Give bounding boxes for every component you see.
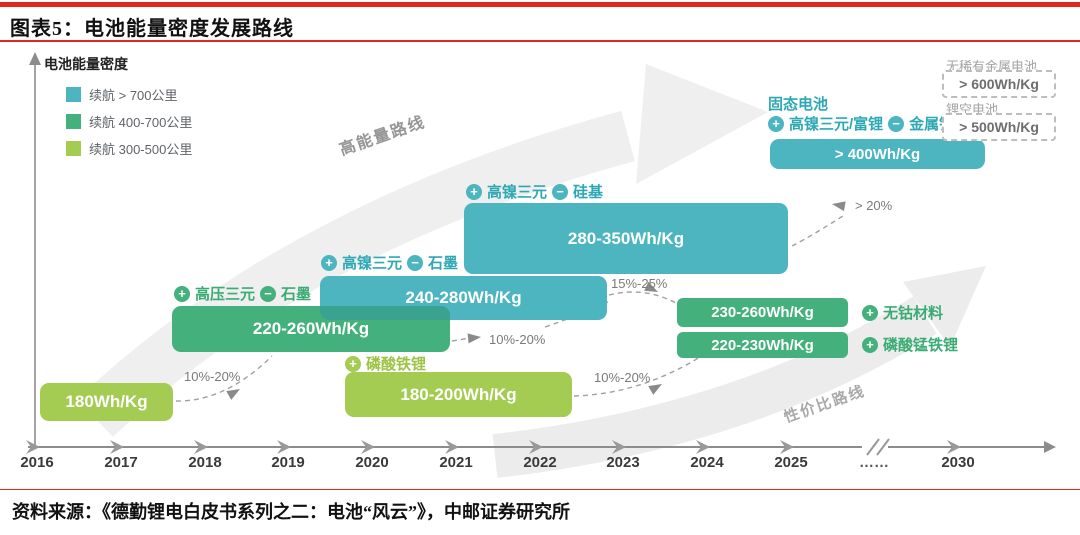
cathode-label: 无钴材料 — [883, 305, 944, 322]
tick-2021: 2021 — [439, 454, 473, 471]
node-box-400: > 400Wh/Kg — [770, 139, 985, 169]
tick-2022: 2022 — [523, 454, 557, 471]
tick-2025: 2025 — [774, 454, 808, 471]
tick-2023: 2023 — [606, 454, 640, 471]
materials-240-280: + 高镍三元 − 石墨 — [321, 252, 458, 273]
transition-pct-4: > 20% — [855, 198, 893, 213]
tick-2020: 2020 — [355, 454, 389, 471]
high-energy-route-arrow — [77, 64, 768, 437]
plus-icon: + — [174, 285, 190, 302]
materials-280-350: + 高镍三元 − 硅基 — [466, 181, 603, 202]
anode-label: 石墨 — [281, 286, 312, 303]
legend-item-400-700: 续航 400-700公里 — [66, 112, 192, 131]
y-axis-title: 电池能量密度 — [44, 56, 128, 72]
tech-label-solid-state: 固态电池 — [768, 93, 828, 114]
node-value: 180Wh/Kg — [65, 392, 148, 411]
transition-pct-5: 10%-20% — [594, 370, 651, 385]
node-value: 180-200Wh/Kg — [400, 384, 517, 404]
footer-rule — [0, 489, 1080, 490]
anode-label: 硅基 — [573, 184, 604, 201]
cathode-label: 磷酸铁锂 — [366, 356, 427, 373]
figure-title: 图表5：电池能量密度发展路线 — [10, 18, 294, 40]
anode-label: 石墨 — [428, 255, 459, 272]
tick-2017: 2017 — [104, 454, 138, 471]
legend-item-300-500: 续航 300-500公里 — [66, 139, 192, 158]
plus-icon: + — [862, 336, 878, 353]
node-box-230-260: 230-260Wh/Kg — [677, 298, 848, 327]
node-value: 240-280Wh/Kg — [405, 288, 522, 307]
future-target-box-2: > 500Wh/Kg — [942, 113, 1056, 141]
minus-icon: − — [888, 115, 905, 132]
future-target-value: > 500Wh/Kg — [959, 119, 1039, 135]
node-value: > 400Wh/Kg — [834, 145, 921, 163]
materials-220-230: + 磷酸锰铁锂 — [862, 334, 958, 355]
tech-name: 固态电池 — [768, 96, 829, 113]
header-rule-bottom — [0, 40, 1080, 42]
plus-icon: + — [345, 355, 361, 372]
node-box-180: 180Wh/Kg — [40, 383, 173, 421]
minus-icon: − — [407, 254, 424, 271]
box-overlap-shade — [320, 306, 450, 320]
tick-2024: 2024 — [690, 454, 724, 471]
legend-item-700: 续航 > 700公里 — [66, 85, 178, 104]
tick-2016: 2016 — [20, 454, 54, 471]
plus-icon: + — [768, 115, 784, 132]
y-axis — [29, 52, 41, 447]
node-value: 220-260Wh/Kg — [252, 319, 370, 338]
future-target-box-1: > 600Wh/Kg — [942, 70, 1056, 98]
plus-icon: + — [466, 183, 482, 200]
cathode-label: 高压三元 — [195, 286, 256, 303]
plus-icon: + — [321, 254, 337, 271]
transition-pct-3: 15%-25% — [611, 276, 668, 291]
transition-arrowheads — [226, 201, 846, 400]
tick-2018: 2018 — [188, 454, 222, 471]
node-box-220-230: 220-230Wh/Kg — [677, 332, 848, 358]
tick-2030: 2030 — [941, 454, 975, 471]
cathode-label: 高镍三元/富锂 — [789, 116, 884, 133]
materials-180-200: + 磷酸铁锂 — [345, 353, 426, 374]
cathode-label: 磷酸锰铁锂 — [883, 337, 959, 354]
transition-pct-2: 10%-20% — [489, 332, 546, 347]
x-axis — [26, 438, 1056, 456]
node-value: 230-260Wh/Kg — [711, 304, 814, 321]
materials-230-260: + 无钴材料 — [862, 302, 943, 323]
tick-2019: 2019 — [271, 454, 305, 471]
node-box-280-350: 280-350Wh/Kg — [464, 203, 788, 274]
axis-break — [862, 438, 890, 456]
x-axis-end-arrow — [1044, 441, 1056, 453]
legend-swatch-green — [66, 114, 81, 129]
transition-pct-1: 10%-20% — [184, 369, 241, 384]
node-box-180-200: 180-200Wh/Kg — [345, 372, 572, 417]
cathode-label: 高镍三元 — [342, 255, 403, 272]
source-note: 资料来源：《德勤锂电白皮书系列之二：电池“风云”》，中邮证券研究所 — [12, 502, 570, 522]
plus-icon: + — [862, 304, 878, 321]
minus-icon: − — [260, 285, 277, 302]
materials-220-260: + 高压三元 − 石墨 — [174, 283, 311, 304]
minus-icon: − — [552, 183, 569, 200]
legend-swatch-teal — [66, 87, 81, 102]
x-axis-chevrons — [26, 440, 961, 454]
cathode-label: 高镍三元 — [487, 184, 548, 201]
legend-swatch-lightgreen — [66, 141, 81, 156]
materials-400: + 高镍三元/富锂 − 金属锂 — [768, 113, 954, 134]
legend-label: 续航 > 700公里 — [89, 88, 178, 103]
node-value: 280-350Wh/Kg — [567, 228, 685, 248]
node-value: 220-230Wh/Kg — [711, 336, 814, 354]
legend-label: 续航 400-700公里 — [89, 115, 193, 130]
tick-ellipsis: …… — [859, 454, 889, 471]
legend-label: 续航 300-500公里 — [89, 142, 193, 157]
transition-arrows — [175, 213, 847, 402]
header-rule-top — [0, 2, 1080, 7]
future-target-value: > 600Wh/Kg — [959, 76, 1039, 92]
